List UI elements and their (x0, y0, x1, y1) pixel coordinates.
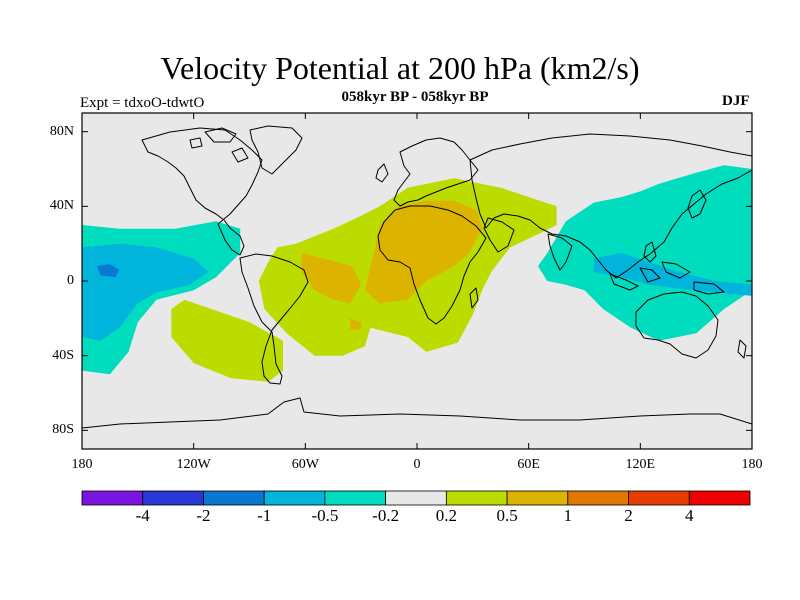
colorbar-label-3: -0.5 (311, 506, 339, 525)
coastline-new-zealand (737, 339, 747, 359)
longitude-ticks (81, 113, 753, 449)
lat-label-4: 80S (52, 422, 74, 438)
coastline-madagascar (469, 287, 479, 309)
latitude-ticks (82, 131, 752, 431)
coastlines (82, 125, 752, 429)
experiment-label: Expt = tdxoO-tdwtO (80, 95, 205, 111)
colorbar-label-5: 0.2 (435, 506, 457, 525)
colorbar (81, 490, 751, 506)
colorbar-box-5 (385, 490, 447, 506)
lon-label-5: 120E (625, 457, 656, 472)
coastline-europe (393, 137, 479, 207)
colorbar-label-0: -4 (135, 506, 150, 525)
colorbar-box-6 (445, 490, 508, 506)
lon-label-2: 60W (291, 457, 319, 472)
coastline-india (547, 233, 573, 271)
coastline-japan (687, 189, 707, 219)
lon-label-0: 180 (71, 457, 93, 472)
colorbar-box-4 (324, 490, 387, 506)
lat-label-3: 40S (52, 347, 74, 363)
lat-label-0: 80N (49, 123, 74, 139)
lon-label-6: 180 (741, 457, 763, 472)
coastline-africa (377, 205, 487, 325)
map-subtitle: 058kyr BP - 058kyr BP (341, 89, 489, 105)
anomaly-region-9 (96, 264, 120, 278)
colorbar-label-6: 0.5 (496, 506, 518, 525)
lat-label-2: 0 (67, 273, 74, 288)
colorbar-box-9 (628, 490, 690, 506)
anomaly-region-2 (364, 200, 483, 304)
coastline-north-america (141, 127, 263, 256)
coastline-british-isles (375, 163, 389, 183)
coastline-south-america (239, 253, 309, 385)
map-title: Velocity Potential at 200 hPa (km2/s) (160, 50, 640, 86)
lon-label-3: 0 (413, 457, 421, 472)
colorbar-box-0 (81, 490, 144, 506)
colorbar-label-4: -0.2 (372, 506, 400, 525)
lon-label-4: 60E (517, 457, 540, 472)
coastline-antarctica (82, 397, 752, 429)
colorbar-box-7 (506, 490, 569, 506)
anomaly-region-3 (301, 253, 362, 304)
colorbar-label-7: 1 (563, 506, 573, 525)
colorbar-label-8: 2 (624, 506, 633, 525)
colorbar-box-10 (688, 490, 751, 506)
anomaly-region-1 (171, 299, 283, 382)
coastline-maritime-continent (609, 241, 725, 295)
coastline-greenland (249, 125, 303, 175)
coastline-australia (635, 291, 719, 359)
colorbar-box-2 (203, 490, 265, 506)
colorbar-box-3 (263, 490, 326, 506)
coastline-arctic-islands (189, 127, 249, 163)
colorbar-label-9: 4 (685, 506, 694, 525)
colorbar-label-2: -1 (257, 506, 272, 525)
season-label: DJF (722, 93, 750, 109)
colorbar-box-1 (142, 490, 204, 506)
coastline-asia (469, 133, 752, 279)
colorbar-label-1: -2 (196, 506, 211, 525)
anomaly-region-4 (350, 318, 362, 330)
lat-label-1: 40N (49, 198, 74, 214)
colorbar-box-8 (567, 490, 629, 506)
lon-label-1: 120W (176, 457, 211, 472)
coastline-arabia (483, 217, 515, 253)
